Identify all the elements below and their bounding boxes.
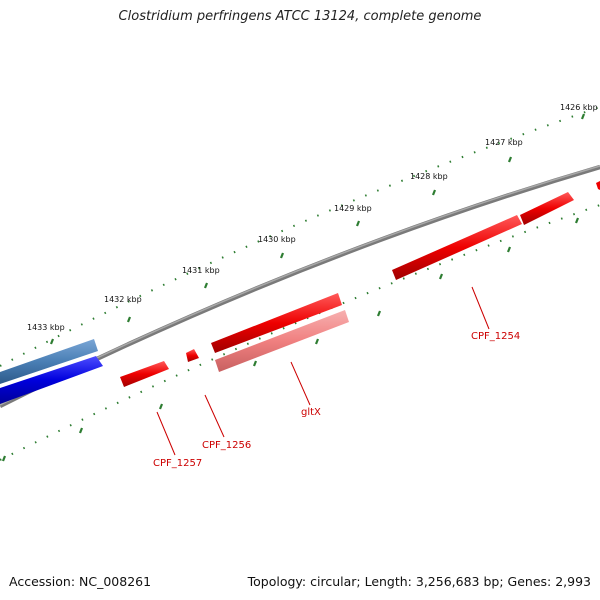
tick-label-1428: 1428 kbp [410, 172, 448, 181]
cds-cpf-1254[interactable] [392, 215, 522, 280]
cds-forward-edge-1 [596, 181, 600, 190]
tick-label-1433: 1433 kbp [27, 323, 65, 332]
cds-blue-1[interactable] [0, 356, 103, 404]
outer-major-ticks [49, 113, 586, 345]
cds-cpf-1256[interactable] [186, 349, 199, 362]
gene-label-cpf-1257: CPF_1257 [153, 458, 202, 469]
cds-cpf-1257[interactable] [120, 361, 169, 387]
cds-gltx[interactable] [215, 310, 349, 372]
footer-accession: Accession: NC_008261 [9, 574, 152, 589]
footer-stats: Topology: circular; Length: 3,256,683 bp… [247, 574, 591, 589]
cds-forward-2[interactable] [211, 293, 342, 353]
tick-label-1426: 1426 kbp [560, 103, 598, 112]
tick-label-1427: 1427 kbp [485, 138, 523, 147]
gene-label-cpf-1254: CPF_1254 [471, 331, 520, 342]
gene-label-gltx: gltX [301, 407, 321, 418]
tick-label-1430: 1430 kbp [258, 235, 296, 244]
gene-leader-lines [156, 286, 490, 456]
cds-forward-1[interactable] [520, 192, 574, 225]
tick-label-1432: 1432 kbp [104, 295, 142, 304]
inner-major-ticks [1, 217, 580, 462]
map-title: Clostridium perfringens ATCC 13124, comp… [118, 9, 482, 24]
gene-label-cpf-1256: CPF_1256 [202, 440, 251, 451]
tick-label-1431: 1431 kbp [182, 266, 220, 275]
tick-label-1429: 1429 kbp [334, 204, 372, 213]
cds-steel-1[interactable] [0, 339, 98, 384]
